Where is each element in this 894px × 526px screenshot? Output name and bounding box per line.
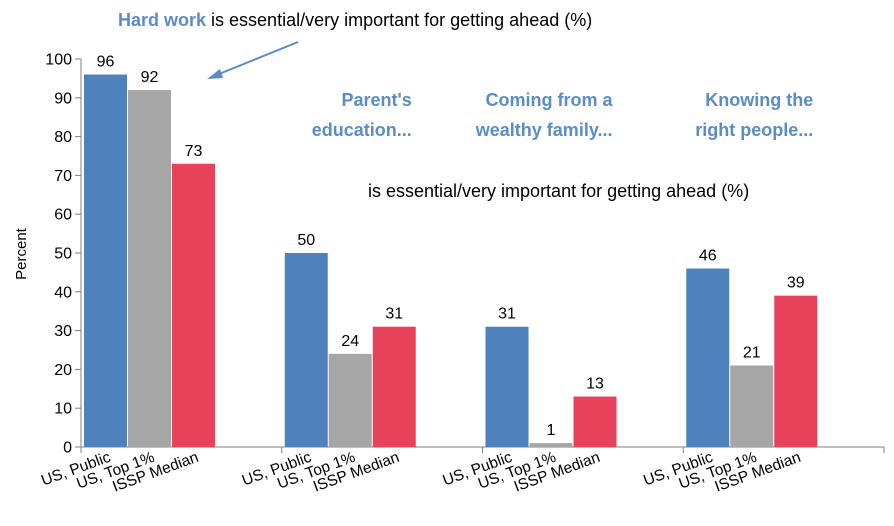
y-tick-label: 70 (54, 168, 72, 185)
top-annotation-bold: Hard work (118, 10, 207, 30)
bar (84, 74, 127, 448)
group-annotation-line: Coming from a (485, 90, 613, 110)
bar (328, 353, 372, 447)
bar (128, 90, 171, 447)
data-label: 1 (547, 422, 556, 439)
y-tick-label: 40 (54, 284, 72, 301)
y-tick-label: 100 (45, 52, 72, 69)
bar (686, 268, 730, 447)
bar (172, 163, 215, 447)
y-tick-label: 0 (63, 440, 72, 457)
y-tick-label: 30 (54, 323, 72, 340)
data-label: 13 (586, 376, 604, 393)
bar (573, 396, 617, 447)
group-annotation-line: education... (312, 120, 412, 140)
data-label: 96 (97, 54, 115, 71)
data-label: 31 (385, 306, 403, 323)
data-label: 73 (185, 143, 203, 160)
y-tick-label: 90 (54, 90, 72, 107)
y-tick-label: 50 (54, 246, 72, 263)
bar (774, 295, 818, 447)
data-label: 50 (297, 232, 315, 249)
bar (485, 326, 529, 447)
bar (372, 326, 416, 447)
middle-annotation: is essential/very important for getting … (368, 181, 749, 201)
group-annotation-line: Parent's (341, 90, 411, 110)
top-annotation-rest: is essential/very important for getting … (206, 10, 592, 30)
group-annotation-line: right people... (695, 120, 813, 140)
bar (284, 253, 328, 447)
annotation-arrow-head (207, 69, 223, 79)
top-annotation: Hard work is essential/very important fo… (118, 10, 592, 30)
bar (730, 365, 774, 447)
data-label: 92 (141, 69, 159, 86)
y-axis-label: Percent (13, 227, 30, 280)
data-label: 24 (341, 333, 359, 350)
y-tick-label: 60 (54, 207, 72, 224)
data-label: 46 (699, 248, 717, 265)
group-annotation-line: Knowing the (705, 90, 813, 110)
group-annotations: Parent's education... Coming from a wealthy… (312, 90, 814, 140)
data-label: 21 (743, 345, 761, 362)
group-annotation-line: wealthy family... (475, 120, 613, 140)
data-label: 39 (787, 275, 805, 292)
data-label: 31 (498, 306, 516, 323)
y-tick-label: 10 (54, 401, 72, 418)
y-tick-label: 80 (54, 129, 72, 146)
bars: 96 92 73 50 24 31 31 1 13 46 21 39 (84, 54, 818, 448)
bar (529, 443, 573, 447)
y-tick-label: 20 (54, 362, 72, 379)
annotation-arrow-line (213, 41, 299, 77)
